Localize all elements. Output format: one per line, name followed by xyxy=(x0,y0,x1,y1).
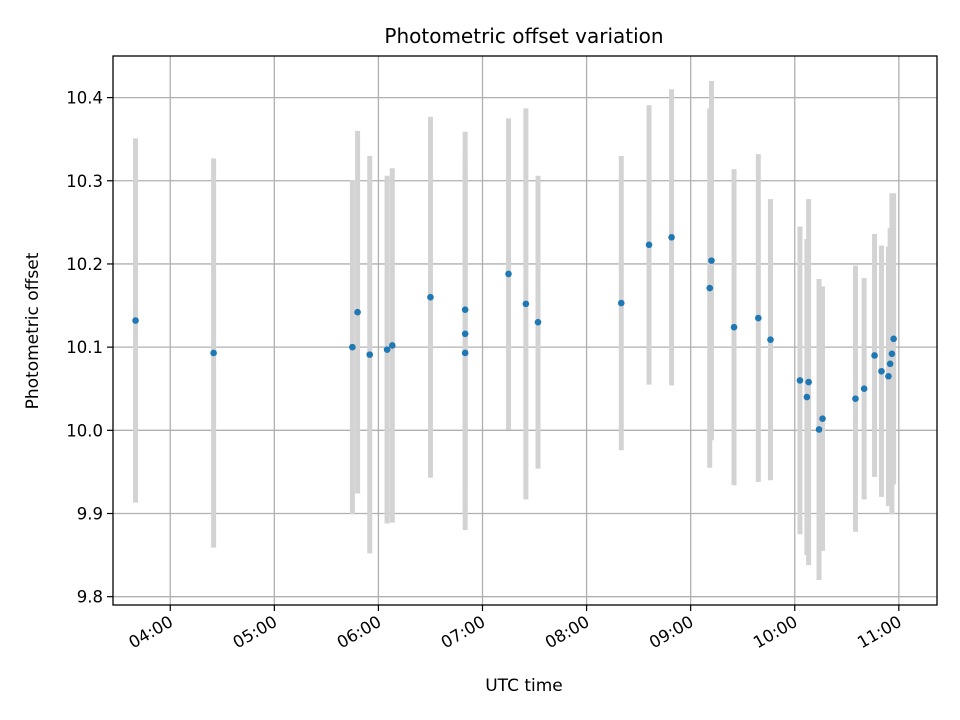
data-point xyxy=(645,241,653,249)
data-point xyxy=(767,336,774,343)
data-point xyxy=(890,335,897,343)
data-point xyxy=(796,377,804,384)
data-point xyxy=(730,323,738,331)
data-point xyxy=(132,317,139,324)
x-tick-label: 11:00 xyxy=(854,612,905,652)
x-tick-label: 07:00 xyxy=(438,612,489,652)
data-point xyxy=(805,378,812,386)
data-point xyxy=(461,306,469,314)
x-tick-label: 06:00 xyxy=(334,612,385,652)
data-point xyxy=(706,284,714,292)
data-point xyxy=(755,314,762,322)
data-point xyxy=(354,308,361,316)
data-point xyxy=(534,318,542,326)
y-axis-label: Photometric offset xyxy=(23,252,43,409)
data-point xyxy=(878,367,885,375)
x-tick-label: 05:00 xyxy=(230,612,281,652)
data-point xyxy=(852,395,859,403)
y-tick-label: 10.4 xyxy=(66,89,103,108)
data-point xyxy=(617,299,625,307)
data-point xyxy=(815,426,823,433)
y-tick-label: 10.3 xyxy=(66,172,103,191)
y-tick-label: 10.2 xyxy=(66,255,103,274)
x-tick-label: 09:00 xyxy=(646,612,697,652)
data-point xyxy=(461,330,469,338)
x-tick-label: 10:00 xyxy=(750,612,801,652)
error-bars xyxy=(133,80,897,581)
axis-ticks: 04:00 05:00 06:00 07:00 08:00 09:00 10:00 11:00… xyxy=(66,89,905,653)
y-tick-label: 9.9 xyxy=(77,505,103,524)
y-tick-label: 10.1 xyxy=(66,338,103,357)
data-point xyxy=(871,352,878,359)
data-point xyxy=(803,393,811,401)
x-tick-label: 08:00 xyxy=(542,612,593,652)
data-points xyxy=(132,234,897,433)
chart-title: Photometric offset variation xyxy=(384,24,663,48)
data-point xyxy=(427,293,434,301)
data-point xyxy=(668,234,675,241)
y-tick-label: 9.8 xyxy=(77,588,103,607)
data-point xyxy=(708,257,715,264)
data-point xyxy=(210,349,217,357)
data-point xyxy=(349,343,356,351)
x-tick-label: 04:00 xyxy=(126,612,177,652)
data-point xyxy=(860,385,868,393)
plot-frame xyxy=(112,55,938,606)
y-tick-label: 10.0 xyxy=(66,421,103,440)
data-point xyxy=(383,346,391,353)
x-axis-label: UTC time xyxy=(485,676,563,696)
data-point xyxy=(522,300,530,308)
data-point xyxy=(461,349,469,357)
data-point xyxy=(505,270,512,278)
data-point xyxy=(388,342,396,349)
data-point xyxy=(886,360,894,368)
data-point xyxy=(819,415,826,422)
data-point xyxy=(885,372,892,380)
data-point xyxy=(366,351,374,358)
data-point xyxy=(888,350,896,358)
